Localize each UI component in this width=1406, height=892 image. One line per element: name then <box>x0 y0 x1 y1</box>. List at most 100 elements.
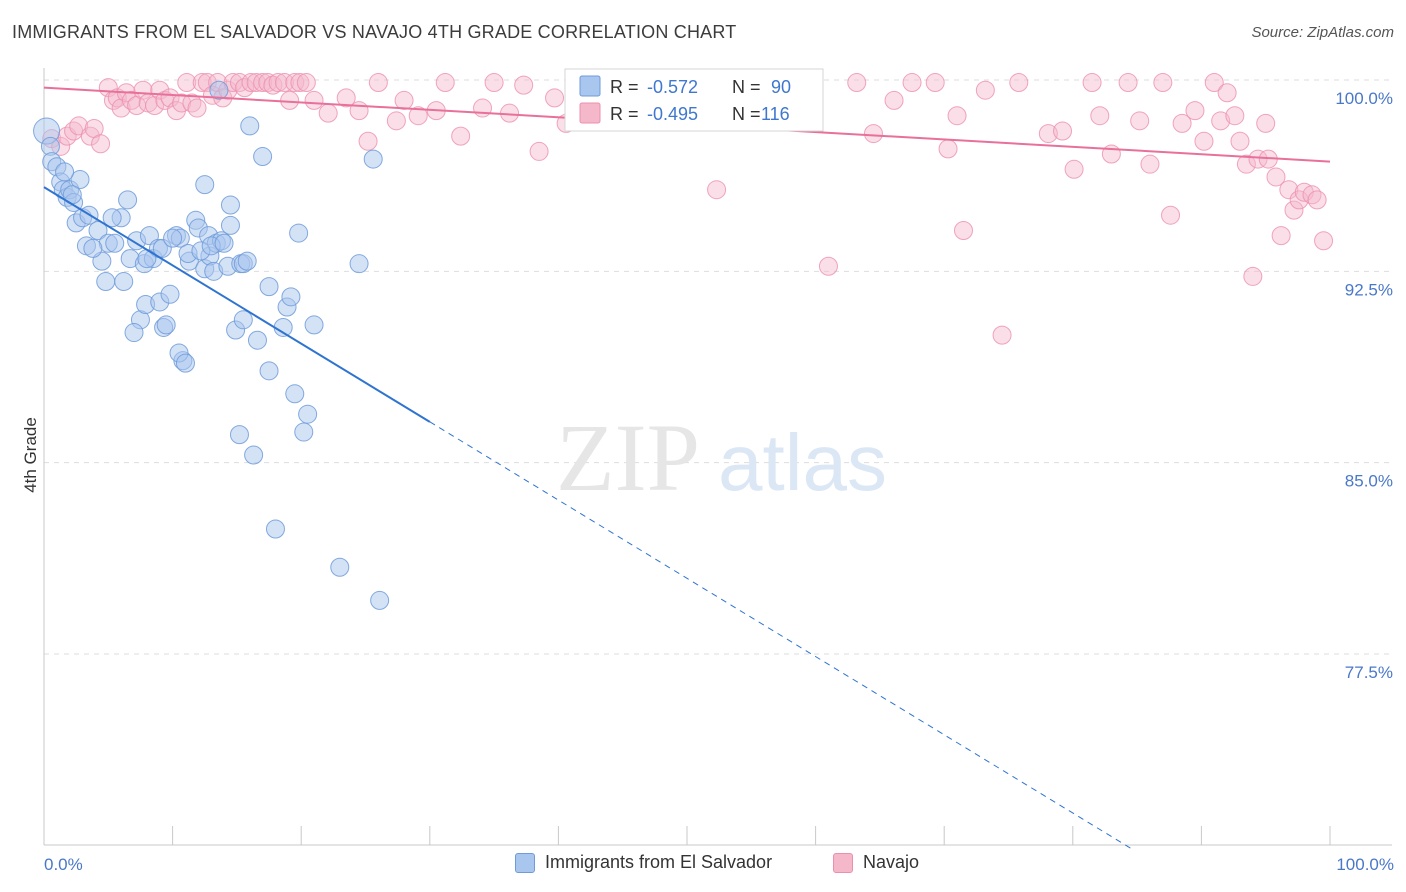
blue-points <box>33 80 390 610</box>
watermark: ZIP atlas <box>556 404 887 511</box>
navajo-point <box>107 88 127 108</box>
stats-legend-n-label-2: N = <box>732 104 761 124</box>
navajo-point <box>1161 205 1181 225</box>
navajo-point <box>1266 167 1286 187</box>
el-salvador-point <box>237 251 257 271</box>
el-salvador-point <box>96 272 116 292</box>
el-salvador-point <box>259 277 279 297</box>
y-tick-labels: 77.5% 85.0% 92.5% 100.0% <box>1335 89 1393 682</box>
navajo-point <box>394 90 414 110</box>
source-label: Source: ZipAtlas.com <box>1251 24 1394 41</box>
el-salvador-point <box>124 323 144 343</box>
navajo-point <box>349 101 369 121</box>
navajo-point <box>336 88 356 108</box>
navajo-point <box>1217 83 1237 103</box>
navajo-point <box>368 73 388 93</box>
axes <box>43 68 1392 846</box>
el-salvador-point <box>281 287 301 307</box>
gridlines <box>44 79 1392 655</box>
stats-legend-r-label-2: R = <box>610 104 639 124</box>
navajo-point <box>318 103 338 123</box>
el-salvador-point <box>233 310 253 330</box>
legend-swatch-pink <box>833 852 853 873</box>
navajo-point <box>545 88 565 108</box>
navajo-point <box>435 73 455 93</box>
el-salvador-point <box>214 233 234 253</box>
navajo-point <box>1118 73 1138 93</box>
navajo-point <box>1271 226 1291 246</box>
navajo-point <box>280 90 300 110</box>
stats-legend-r-value-2: -0.495 <box>647 104 698 124</box>
navajo-point <box>160 88 180 108</box>
el-salvador-point <box>220 195 240 215</box>
navajo-point <box>938 139 958 159</box>
el-salvador-point <box>229 425 249 445</box>
el-salvador-point <box>55 162 75 182</box>
navajo-point <box>285 73 305 93</box>
navajo-point <box>1064 159 1084 179</box>
legend-label-navajo: Navajo <box>863 852 920 872</box>
navajo-point <box>1009 73 1029 93</box>
navajo-point <box>847 73 867 93</box>
navajo-point <box>258 73 278 93</box>
el-salvador-point <box>289 223 309 243</box>
stats-legend-n-value-1: 90 <box>771 77 791 97</box>
el-salvador-point <box>70 169 90 189</box>
el-salvador-point <box>175 353 195 373</box>
navajo-point <box>386 111 406 131</box>
stats-legend-n-value-2: 116 <box>761 104 790 124</box>
el-salvador-point <box>363 149 383 169</box>
navajo-point <box>241 73 261 93</box>
navajo-point <box>182 93 202 113</box>
navajo-point <box>1053 121 1073 141</box>
x-tick-label-min: 0.0% <box>44 855 83 874</box>
watermark-zip: ZIP <box>556 404 700 511</box>
series-legend: Immigrants from El Salvador Navajo <box>0 850 1406 880</box>
navajo-point <box>707 180 727 200</box>
el-salvador-point <box>304 315 324 335</box>
navajo-point <box>296 73 316 93</box>
el-salvador-point <box>114 272 134 292</box>
stats-legend-n-label-1: N = <box>732 77 761 97</box>
navajo-point <box>1314 231 1334 251</box>
legend-item-el-salvador[interactable]: Immigrants from El Salvador <box>515 852 772 873</box>
navajo-point <box>992 325 1012 345</box>
navajo-point <box>304 90 324 110</box>
stats-legend: R = -0.572 N = 90 R = -0.495 N = 116 <box>564 68 824 132</box>
navajo-point <box>274 73 294 93</box>
el-salvador-point <box>137 249 157 269</box>
navajo-point <box>1185 101 1205 121</box>
el-salvador-point <box>220 215 240 235</box>
el-salvador-trend-line <box>43 186 431 423</box>
el-salvador-point <box>285 384 305 404</box>
navajo-point <box>1204 73 1224 93</box>
navajo-point <box>529 141 549 161</box>
navajo-point <box>514 75 534 95</box>
el-salvador-point <box>156 315 176 335</box>
y-tick-label-0: 77.5% <box>1345 663 1393 682</box>
el-salvador-point <box>83 238 103 258</box>
el-salvador-point <box>163 228 183 248</box>
navajo-point <box>884 90 904 110</box>
el-salvador-point <box>259 361 279 381</box>
y-tick-label-3: 100.0% <box>1335 89 1393 108</box>
stats-legend-blue-swatch <box>579 75 601 97</box>
navajo-point <box>1172 113 1192 133</box>
stats-legend-r-label-1: R = <box>610 77 639 97</box>
watermark-atlas: atlas <box>718 418 887 507</box>
el-salvador-point <box>265 519 285 539</box>
navajo-point <box>290 73 310 93</box>
el-salvador-point <box>160 284 180 304</box>
stats-legend-r-value-1: -0.572 <box>647 77 698 97</box>
navajo-point <box>1307 190 1327 210</box>
el-salvador-trend-extension <box>429 421 1131 849</box>
navajo-point <box>451 126 471 146</box>
navajo-point <box>1101 144 1121 164</box>
legend-item-navajo[interactable]: Navajo <box>833 852 919 873</box>
navajo-point <box>473 98 493 118</box>
el-salvador-point <box>330 557 350 577</box>
navajo-point <box>1284 200 1304 220</box>
navajo-point <box>902 73 922 93</box>
el-salvador-point <box>118 190 138 210</box>
